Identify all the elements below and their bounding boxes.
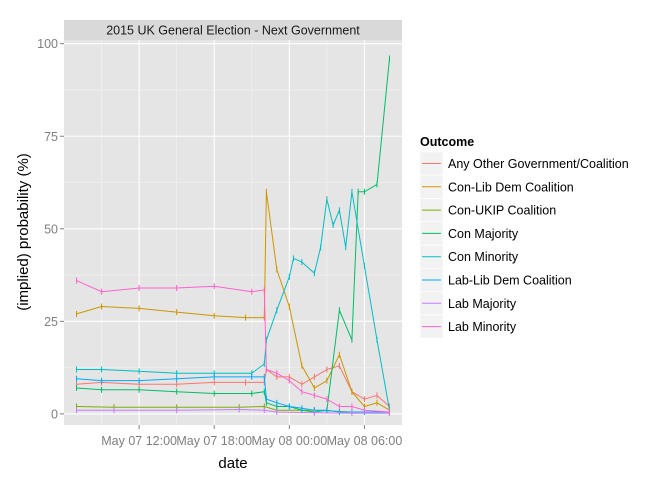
major-gridlines bbox=[64, 40, 402, 425]
legend-item-lab-lib-dem-coalition: Lab-Lib Dem Coalition bbox=[419, 268, 572, 292]
series-line-con-lib-dem-coalition bbox=[76, 191, 390, 411]
facet-strip bbox=[64, 20, 402, 40]
legend-item-lab-majority: Lab Majority bbox=[419, 291, 517, 316]
x-axis: May 07 12:00 May 07 18:00 May 08 00:00 May … bbox=[101, 425, 402, 448]
y-axis: 0 25 50 75 100 bbox=[37, 37, 64, 421]
legend-label: Lab-Lib Dem Coalition bbox=[448, 274, 572, 288]
x-tick-label: May 08 00:00 bbox=[251, 434, 327, 448]
chart-title: 2015 UK General Election - Next Governme… bbox=[106, 24, 360, 38]
legend-items: Any Other Government/Coalition Con-Lib De… bbox=[419, 151, 629, 339]
minor-gridlines bbox=[64, 40, 402, 425]
legend-label: Con-UKIP Coalition bbox=[448, 204, 556, 218]
series-con-minority bbox=[76, 188, 390, 414]
y-tick-label: 0 bbox=[51, 407, 58, 421]
legend-label: Lab Minority bbox=[448, 320, 517, 334]
legend: Outcome Any Other Government/Coalition Co… bbox=[419, 135, 629, 339]
legend-item-con-majority: Con Majority bbox=[419, 221, 519, 246]
x-tick-label: May 07 12:00 bbox=[101, 434, 177, 448]
legend-item-con-minority: Con Minority bbox=[419, 244, 519, 269]
legend-label: Con-Lib Dem Coalition bbox=[448, 180, 574, 194]
series-layer bbox=[76, 55, 390, 417]
series-line-lab-lib-dem-coalition bbox=[76, 376, 390, 413]
y-tick-label: 75 bbox=[44, 130, 58, 144]
legend-label: Any Other Government/Coalition bbox=[448, 157, 629, 171]
legend-item-con-lib-dem-coalition: Con-Lib Dem Coalition bbox=[419, 175, 574, 199]
x-tick-label: May 08 06:00 bbox=[327, 434, 403, 448]
legend-title: Outcome bbox=[420, 135, 474, 149]
series-con-lib-dem-coalition bbox=[76, 188, 390, 414]
series-lab-minority bbox=[76, 277, 390, 416]
legend-item-lab-minority: Lab Minority bbox=[419, 314, 517, 339]
legend-label: Lab Majority bbox=[448, 297, 517, 311]
plot-panel bbox=[64, 40, 402, 425]
y-axis-label: (implied) probability (%) bbox=[15, 153, 32, 311]
legend-item-any-other-government-coalition: Any Other Government/Coalition bbox=[419, 151, 629, 176]
legend-label: Con Minority bbox=[448, 250, 519, 264]
series-line-con-minority bbox=[76, 191, 390, 411]
legend-item-con-ukip-coalition: Con-UKIP Coalition bbox=[419, 198, 556, 222]
y-tick-label: 100 bbox=[37, 37, 58, 51]
series-lab-majority bbox=[76, 406, 390, 417]
x-tick-label: May 07 18:00 bbox=[176, 434, 252, 448]
y-tick-label: 25 bbox=[44, 315, 58, 329]
legend-label: Con Majority bbox=[448, 227, 519, 241]
y-tick-label: 50 bbox=[44, 222, 58, 236]
x-axis-label: date bbox=[218, 455, 247, 472]
